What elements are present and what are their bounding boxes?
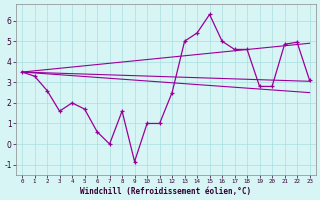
X-axis label: Windchill (Refroidissement éolien,°C): Windchill (Refroidissement éolien,°C)	[80, 187, 252, 196]
